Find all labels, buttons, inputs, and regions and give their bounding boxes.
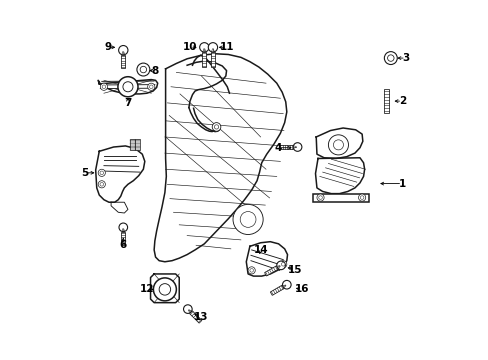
Circle shape: [318, 196, 322, 199]
Text: 16: 16: [294, 284, 308, 294]
Text: 7: 7: [124, 98, 131, 108]
Text: 13: 13: [193, 312, 207, 322]
Text: 11: 11: [219, 42, 233, 52]
Circle shape: [387, 55, 393, 61]
Text: 4: 4: [274, 143, 282, 153]
Text: 15: 15: [287, 265, 301, 275]
Polygon shape: [202, 52, 206, 67]
Circle shape: [384, 51, 396, 64]
Circle shape: [279, 261, 286, 268]
Polygon shape: [189, 311, 202, 323]
Circle shape: [293, 143, 301, 151]
Circle shape: [358, 194, 365, 201]
Polygon shape: [121, 231, 125, 245]
Circle shape: [100, 83, 107, 90]
Circle shape: [183, 305, 192, 314]
Polygon shape: [135, 139, 140, 150]
Circle shape: [212, 123, 221, 131]
Circle shape: [281, 262, 285, 266]
Circle shape: [137, 63, 149, 76]
Circle shape: [360, 196, 363, 199]
Circle shape: [118, 77, 138, 97]
Circle shape: [98, 181, 105, 188]
Circle shape: [140, 66, 146, 73]
Circle shape: [282, 280, 290, 289]
Circle shape: [333, 140, 343, 150]
Circle shape: [159, 284, 170, 295]
Circle shape: [208, 42, 217, 52]
Text: 1: 1: [398, 179, 405, 189]
Circle shape: [149, 85, 153, 89]
Circle shape: [98, 169, 105, 176]
Circle shape: [276, 261, 285, 270]
Text: 3: 3: [402, 53, 408, 63]
Polygon shape: [210, 52, 215, 67]
Text: 5: 5: [81, 168, 88, 178]
Circle shape: [233, 204, 263, 234]
Polygon shape: [278, 145, 293, 149]
Circle shape: [119, 45, 128, 55]
Polygon shape: [312, 194, 368, 202]
Circle shape: [199, 42, 208, 52]
Circle shape: [214, 125, 218, 129]
Text: 8: 8: [151, 66, 158, 76]
Circle shape: [328, 135, 348, 155]
Circle shape: [240, 212, 255, 227]
Circle shape: [249, 269, 253, 272]
Polygon shape: [130, 139, 135, 150]
Circle shape: [122, 82, 133, 92]
Circle shape: [100, 183, 103, 186]
Circle shape: [247, 267, 255, 274]
Circle shape: [153, 278, 176, 301]
Polygon shape: [383, 89, 388, 113]
Text: 6: 6: [120, 239, 127, 249]
Text: 2: 2: [398, 96, 405, 106]
Circle shape: [147, 83, 155, 90]
Circle shape: [119, 223, 127, 231]
Polygon shape: [121, 55, 125, 68]
Circle shape: [100, 171, 103, 175]
Text: 9: 9: [104, 42, 112, 52]
Circle shape: [316, 194, 324, 201]
Text: 14: 14: [253, 245, 267, 255]
Polygon shape: [270, 285, 284, 295]
Text: 12: 12: [140, 284, 154, 294]
Text: 10: 10: [183, 42, 197, 52]
Polygon shape: [264, 266, 278, 276]
Circle shape: [102, 85, 105, 89]
